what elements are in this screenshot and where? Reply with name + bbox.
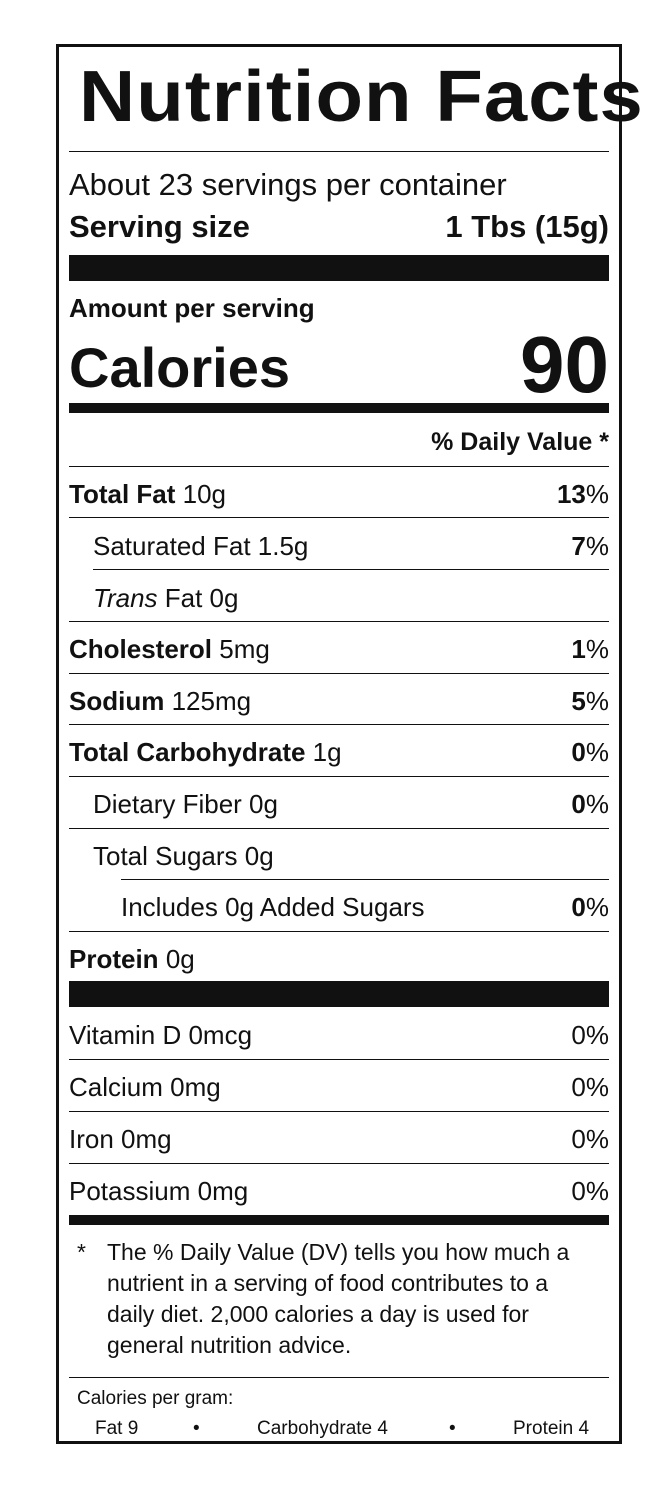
nutrition-label: Nutrition Facts About 23 servings per co…: [56, 44, 644, 1444]
divider-row: [69, 931, 609, 932]
divider-row: [69, 1111, 609, 1112]
cpg-protein: Protein 4: [513, 1418, 590, 1439]
calories-value: 90: [520, 320, 609, 409]
cpg-fat: Fat 9: [95, 1418, 139, 1439]
serving-size-value: 1 Tbs (15g): [445, 209, 609, 244]
divider-row: [69, 1059, 609, 1060]
cpg-bullet: •: [193, 1418, 200, 1439]
divider-thick-2: [69, 981, 609, 1007]
divider-thick-1: [69, 255, 609, 281]
divider-dv: [69, 466, 609, 467]
label-inner: Nutrition Facts About 23 servings per co…: [69, 57, 644, 1439]
divider-title: [69, 151, 609, 152]
cpg-carbohydrate: Carbohydrate 4: [257, 1418, 388, 1439]
divider-row: [69, 1163, 609, 1164]
divider-row: [93, 569, 609, 570]
divider-row: [69, 517, 609, 518]
divider-row: [69, 724, 609, 725]
divider-row: [69, 776, 609, 777]
divider-row: [69, 621, 609, 622]
divider-row: [69, 673, 609, 674]
serving-size-label: Serving size: [69, 209, 250, 244]
footnote-star: *: [77, 1239, 86, 1265]
footnote-text: The % Daily Value (DV) tells you how muc…: [107, 1239, 570, 1358]
divider-row: [121, 879, 609, 880]
cpg-bullet: •: [449, 1418, 456, 1439]
divider-cpg: [69, 1377, 609, 1378]
divider-calories: [69, 403, 609, 413]
divider-footnote: [69, 1215, 609, 1225]
calories-per-gram-label: Calories per gram:: [77, 1388, 234, 1409]
divider-row: [69, 828, 609, 829]
calories-label: Calories: [69, 336, 290, 399]
label-title: Nutrition Facts: [79, 57, 644, 137]
